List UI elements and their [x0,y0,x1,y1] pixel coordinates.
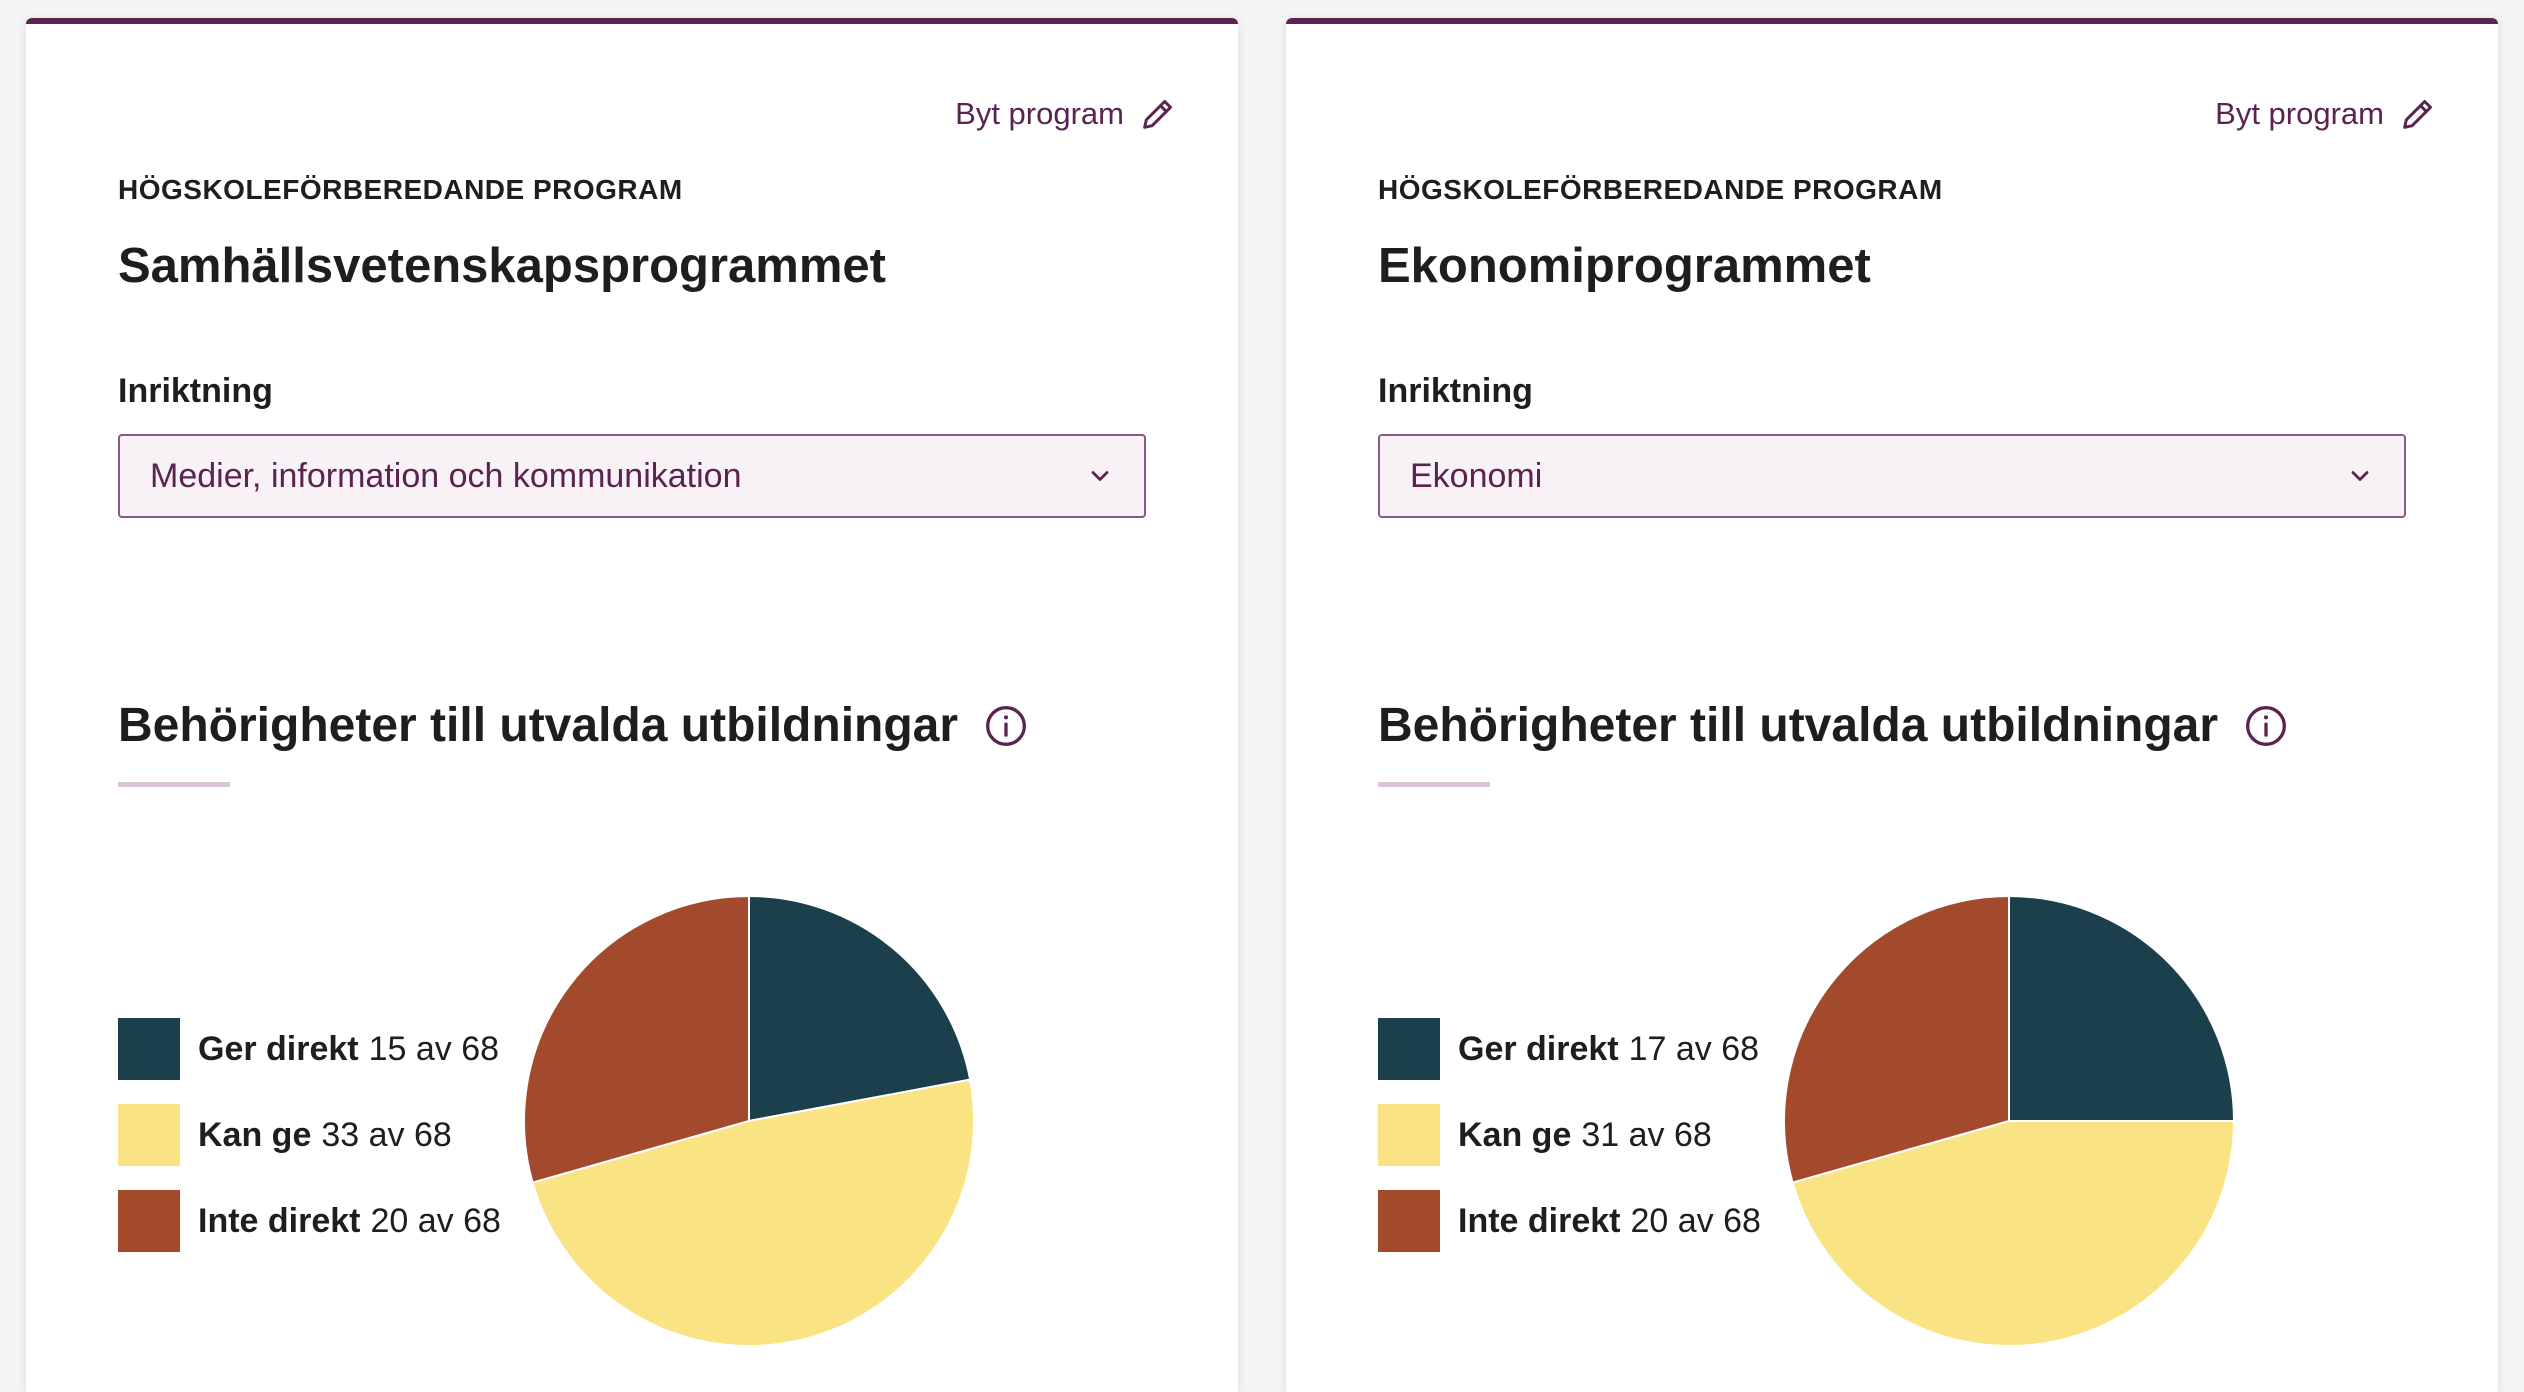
inriktning-value: Ekonomi [1410,456,1543,495]
program-card: Byt program HÖGSKOLEFÖRBEREDANDE PROGRAM… [26,18,1238,1392]
legend-item-inte-direkt: Inte direkt 20 av 68 [118,1190,501,1252]
pie-chart [523,895,975,1347]
pie-chart [1783,895,2235,1347]
pencil-icon [1143,100,1172,129]
legend-item-ger-direkt: Ger direkt 15 av 68 [118,1018,501,1080]
legend-count: 20 av 68 [370,1201,501,1240]
info-icon[interactable] [2244,704,2288,748]
change-program-label: Byt program [2215,96,2384,131]
legend-label: Kan ge [198,1115,312,1154]
legend-item-inte-direkt: Inte direkt 20 av 68 [1378,1190,1761,1252]
pie-slice-kan-ge [1791,1120,2235,1347]
section-title-text: Behörigheter till utvalda utbildningar [1378,699,2219,752]
legend-count: 20 av 68 [1630,1201,1761,1240]
pencil-icon [2403,100,2432,129]
program-type: HÖGSKOLEFÖRBEREDANDE PROGRAM [1378,174,1943,205]
pie-slice-kan-ge [531,1078,975,1347]
legend-count: 15 av 68 [368,1029,500,1068]
section-title: Behörigheter till utvalda utbildningar [118,698,1028,753]
change-program-label: Byt program [955,96,1124,131]
chart-legend: Ger direkt 15 av 68 Kan ge 33 av 68 Inte… [118,1018,501,1276]
inriktning-select[interactable]: Ekonomi [1378,434,2406,518]
program-card: Byt program HÖGSKOLEFÖRBEREDANDE PROGRAM… [1286,18,2498,1392]
legend-swatch-inte-direkt [118,1190,180,1252]
inriktning-label: Inriktning [118,372,273,410]
info-icon[interactable] [984,704,1028,748]
section-title-text: Behörigheter till utvalda utbildningar [118,699,959,752]
legend-item-kan-ge: Kan ge 33 av 68 [118,1104,501,1166]
legend-item-kan-ge: Kan ge 31 av 68 [1378,1104,1761,1166]
legend-label: Kan ge [1458,1115,1572,1154]
legend-label: Ger direkt [1458,1029,1619,1068]
program-type: HÖGSKOLEFÖRBEREDANDE PROGRAM [118,174,683,205]
title-underline [1378,782,1490,787]
legend-count: 17 av 68 [1628,1029,1760,1068]
legend-swatch-kan-ge [1378,1104,1440,1166]
legend-label: Inte direkt [198,1201,361,1240]
title-underline [118,782,230,787]
pie-slice-ger-direkt [2008,895,2235,1122]
legend-item-ger-direkt: Ger direkt 17 av 68 [1378,1018,1761,1080]
legend-label: Inte direkt [1458,1201,1621,1240]
program-title: Ekonomiprogrammet [1378,239,1871,293]
section-title: Behörigheter till utvalda utbildningar [1378,698,2288,753]
chevron-down-icon [1091,471,1109,481]
pie-slice-inte-direkt [1783,895,2010,1184]
legend-count: 31 av 68 [1581,1115,1712,1154]
chart-legend: Ger direkt 17 av 68 Kan ge 31 av 68 Inte… [1378,1018,1761,1276]
legend-swatch-ger-direkt [118,1018,180,1080]
pie-slice-ger-direkt [748,895,972,1122]
inriktning-value: Medier, information och kommunikation [150,456,742,495]
change-program-button[interactable]: Byt program [2215,94,2438,134]
legend-count: 33 av 68 [321,1115,452,1154]
inriktning-select[interactable]: Medier, information och kommunikation [118,434,1146,518]
pie-slice-inte-direkt [523,895,750,1184]
legend-swatch-kan-ge [118,1104,180,1166]
legend-label: Ger direkt [198,1029,359,1068]
chevron-down-icon [2351,471,2369,481]
inriktning-label: Inriktning [1378,372,1533,410]
change-program-button[interactable]: Byt program [955,94,1178,134]
legend-swatch-inte-direkt [1378,1190,1440,1252]
program-title: Samhällsvetenskapsprogrammet [118,239,886,293]
legend-swatch-ger-direkt [1378,1018,1440,1080]
